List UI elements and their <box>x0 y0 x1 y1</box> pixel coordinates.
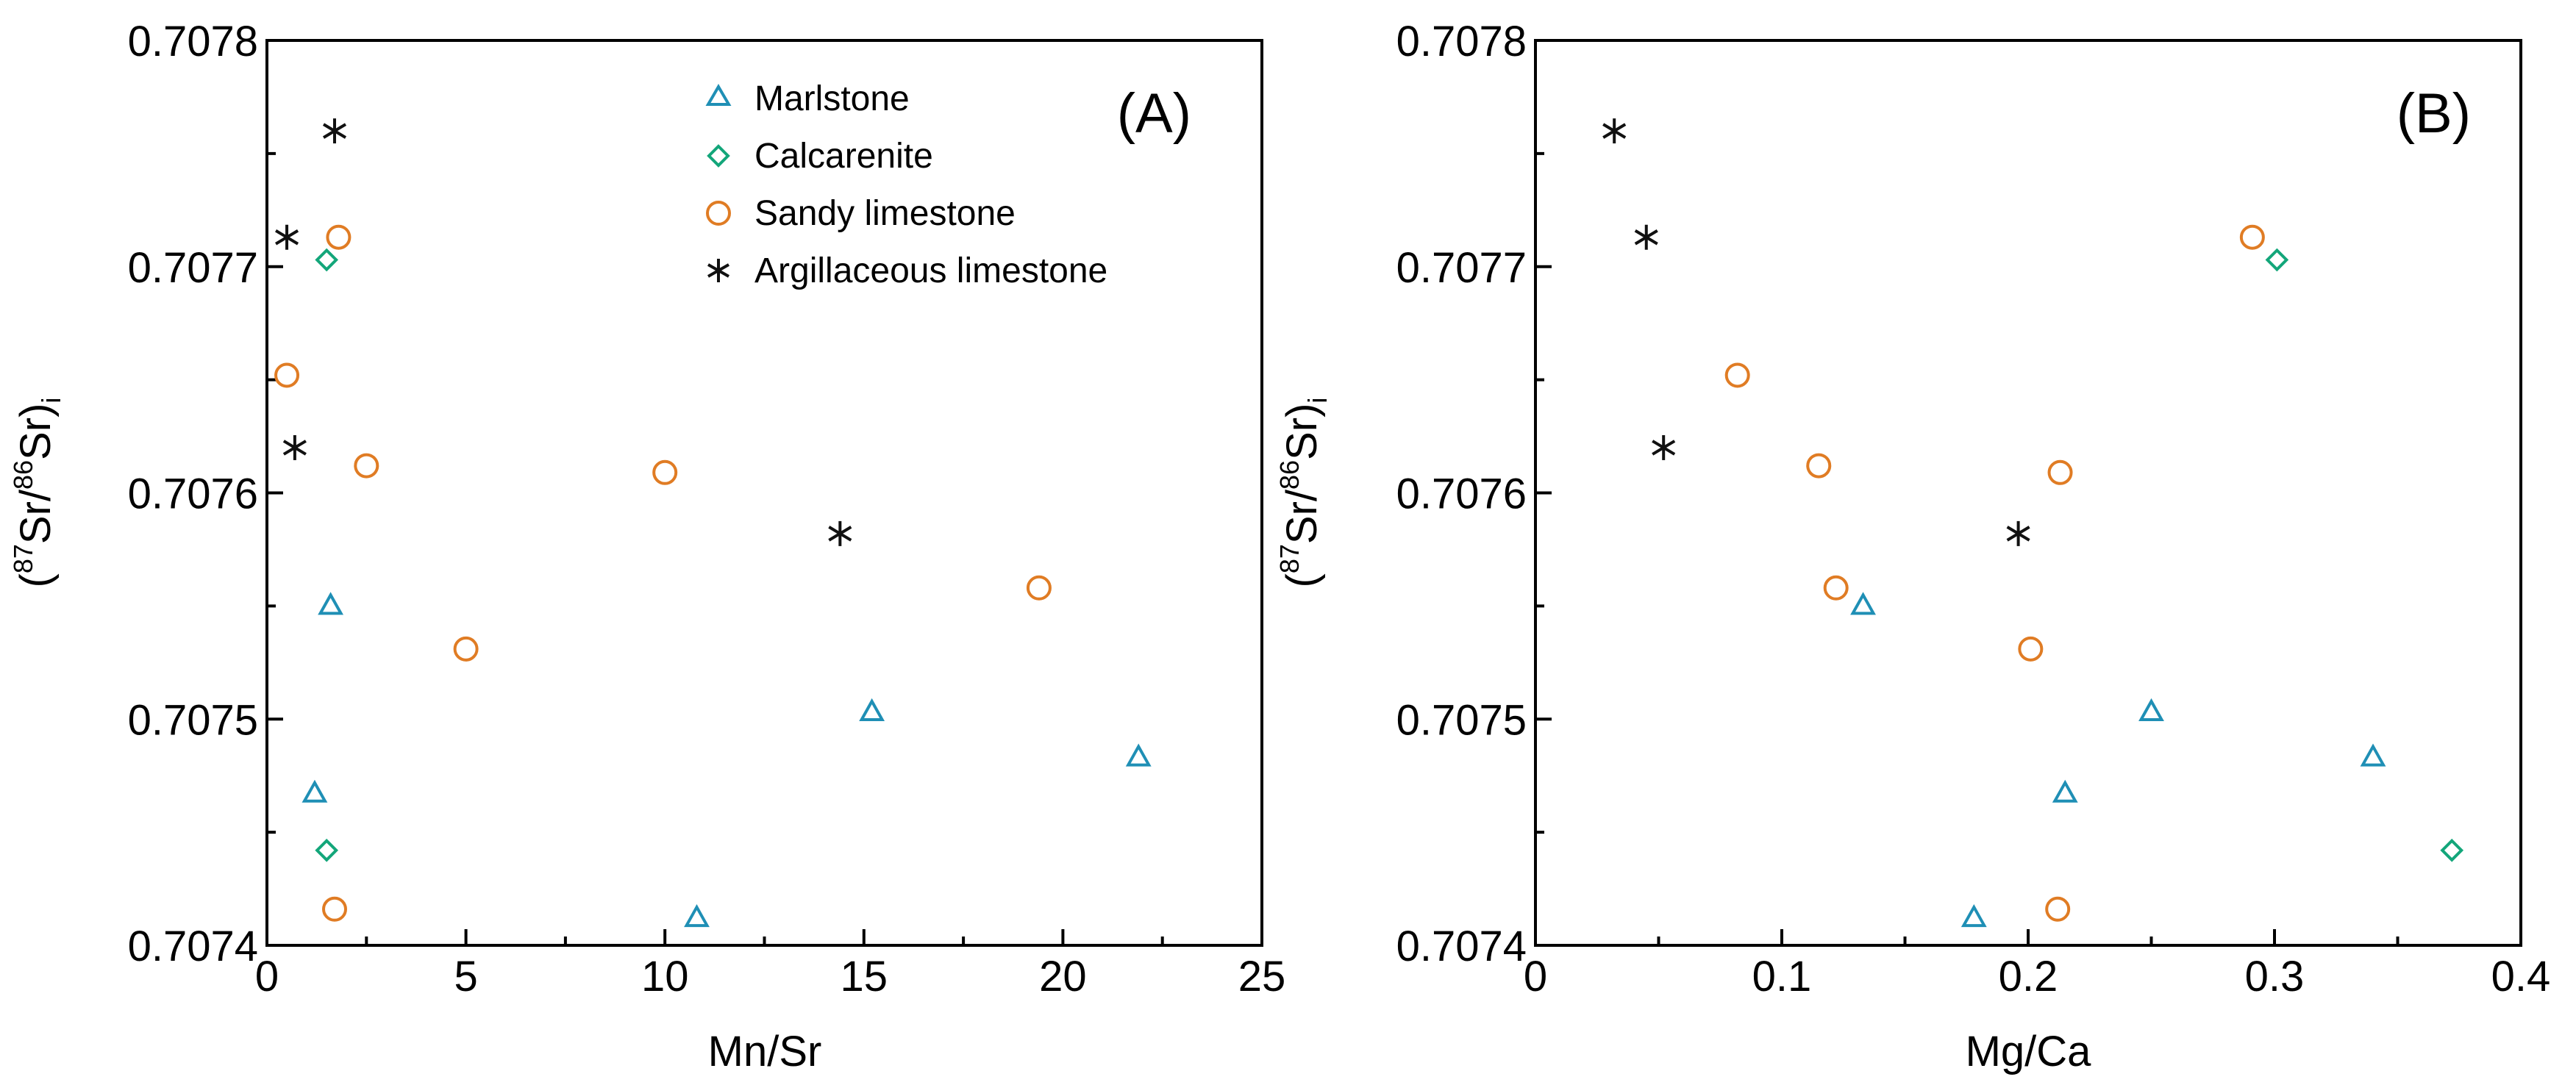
point-marlstone <box>1960 903 1987 928</box>
panel-a: (A) Mn/Sr (87Sr/86Sr)i 0 5 10 15 20 250.70740… <box>8 18 1285 1075</box>
y-title-close-a: Sr) <box>12 404 60 460</box>
x-tick-label-a: 25 <box>1238 953 1286 1000</box>
point-argillaceous-limestone <box>2006 520 2030 546</box>
y-tick-label-b: 0.7076 <box>1396 470 1527 518</box>
legend-label-argillaceous-limestone: Argillaceous limestone <box>754 251 1107 290</box>
y-tick-label-b: 0.7074 <box>1396 923 1527 970</box>
y-axis-title-b: (87Sr/86Sr)i <box>1274 398 1332 588</box>
legend-marker-triangle <box>705 84 732 106</box>
x-tick-label-a: 15 <box>841 953 888 1000</box>
x-tick-label-b: 0.2 <box>1999 953 2058 1000</box>
y-tick-label-b: 0.7075 <box>1396 696 1527 744</box>
point-argillaceous-limestone <box>1652 434 1676 460</box>
point-marlstone <box>1125 743 1152 767</box>
y-title-mid-b: Sr/ <box>1278 489 1326 544</box>
point-marlstone <box>684 903 710 928</box>
y-tick-label-a: 0.7077 <box>128 244 258 292</box>
point-calcarenite <box>2265 248 2289 272</box>
y-tick-label-a: 0.7075 <box>128 696 258 744</box>
y-title-sup2-a: 86 <box>8 460 38 490</box>
legend-item-calcarenite: Calcarenite <box>707 137 933 176</box>
x-tick-label-b: 0.4 <box>2491 953 2551 1000</box>
point-calcarenite <box>2440 838 2464 862</box>
point-sandy-limestone <box>1823 575 1849 601</box>
point-calcarenite <box>315 248 339 272</box>
y-title-sup2-b: 86 <box>1274 460 1305 490</box>
y-tick-label-b: 0.7078 <box>1396 18 1527 65</box>
point-sandy-limestone <box>1026 575 1052 601</box>
y-title-sup1-a: 87 <box>8 544 38 573</box>
ticks-b: 0 0.1 0.2 0.3 0.4 0.7074 0.7075 0.7076 0.7077 0.7… <box>1396 18 2551 1000</box>
point-argillaceous-limestone <box>282 434 307 460</box>
y-tick-label-a: 0.7076 <box>128 470 258 518</box>
plot-area-a <box>265 39 1263 947</box>
point-sandy-limestone <box>322 896 348 922</box>
point-sandy-limestone <box>2239 224 2265 250</box>
legend-marker-circle <box>706 201 731 226</box>
point-argillaceous-limestone <box>275 224 299 250</box>
x-axis-title-b: Mg/Ca <box>1966 1028 2092 1075</box>
point-sandy-limestone <box>2018 636 2044 662</box>
x-tick-label-a: 10 <box>641 953 689 1000</box>
point-argillaceous-limestone <box>1602 118 1627 144</box>
point-marlstone <box>2052 779 2078 803</box>
panel-label-b: (B) <box>2397 82 2471 145</box>
y-tick-label-a: 0.7078 <box>128 18 258 65</box>
point-sandy-limestone <box>274 362 300 388</box>
point-argillaceous-limestone <box>1634 224 1658 250</box>
legend-label-calcarenite: Calcarenite <box>754 137 933 176</box>
y-tick-label-b: 0.7077 <box>1396 244 1527 292</box>
legend-marker-diamond <box>707 144 730 168</box>
point-argillaceous-limestone <box>322 118 347 144</box>
marks-a <box>274 118 1152 928</box>
point-sandy-limestone <box>1724 362 1750 388</box>
x-tick-label-b: 0.3 <box>2245 953 2305 1000</box>
point-marlstone <box>859 698 885 722</box>
point-marlstone <box>2360 743 2386 767</box>
x-axis-title-a: Mn/Sr <box>708 1028 822 1075</box>
legend: Marlstone Calcarenite Sandy limestone <box>705 79 1107 290</box>
point-marlstone <box>302 779 328 803</box>
y-title-sup1-b: 87 <box>1274 544 1305 573</box>
legend-item-sandy-limestone: Sandy limestone <box>706 194 1016 233</box>
point-sandy-limestone <box>2045 896 2071 922</box>
x-tick-label-b: 0 <box>1524 953 1547 1000</box>
panel-label-a: (A) <box>1117 82 1191 145</box>
point-sandy-limestone <box>453 636 479 662</box>
panel-b: (B) Mg/Ca (87Sr/86Sr)i 0 0.1 0.2 0.3 0.4 0.70… <box>1274 18 2550 1075</box>
point-calcarenite <box>315 838 339 862</box>
x-tick-label-a: 0 <box>255 953 279 1000</box>
legend-item-argillaceous-limestone: Argillaceous limestone <box>707 251 1107 290</box>
point-sandy-limestone <box>1806 453 1832 479</box>
point-sandy-limestone <box>354 453 379 479</box>
point-marlstone <box>2138 698 2164 722</box>
y-axis-title-a: (87Sr/86Sr)i <box>8 398 66 588</box>
x-tick-label-a: 20 <box>1039 953 1087 1000</box>
y-title-open-a: ( <box>12 573 60 587</box>
legend-item-marlstone: Marlstone <box>705 79 910 118</box>
ticks-a: 0 5 10 15 20 25 0.7074 0.7075 0.7076 0.7077 0.7078 <box>128 18 1286 1000</box>
legend-marker-asterisk <box>707 259 729 282</box>
legend-label-sandy-limestone: Sandy limestone <box>754 194 1016 233</box>
y-title-close-b: Sr) <box>1278 404 1326 460</box>
y-title-sub-b: i <box>1302 398 1332 404</box>
plot-area-b <box>1534 39 2522 947</box>
y-title-mid-a: Sr/ <box>12 489 60 544</box>
point-argillaceous-limestone <box>828 520 852 546</box>
point-sandy-limestone <box>652 459 678 485</box>
x-tick-label-a: 5 <box>454 953 477 1000</box>
point-sandy-limestone <box>2047 459 2073 485</box>
legend-label-marlstone: Marlstone <box>754 79 910 118</box>
point-marlstone <box>318 592 344 615</box>
x-tick-label-b: 0.1 <box>1752 953 1812 1000</box>
y-title-sub-a: i <box>36 398 66 404</box>
point-sandy-limestone <box>326 224 352 250</box>
y-title-open-b: ( <box>1278 573 1326 587</box>
point-marlstone <box>1850 592 1876 615</box>
y-tick-label-a: 0.7074 <box>128 923 258 970</box>
marks-b <box>1602 118 2464 928</box>
